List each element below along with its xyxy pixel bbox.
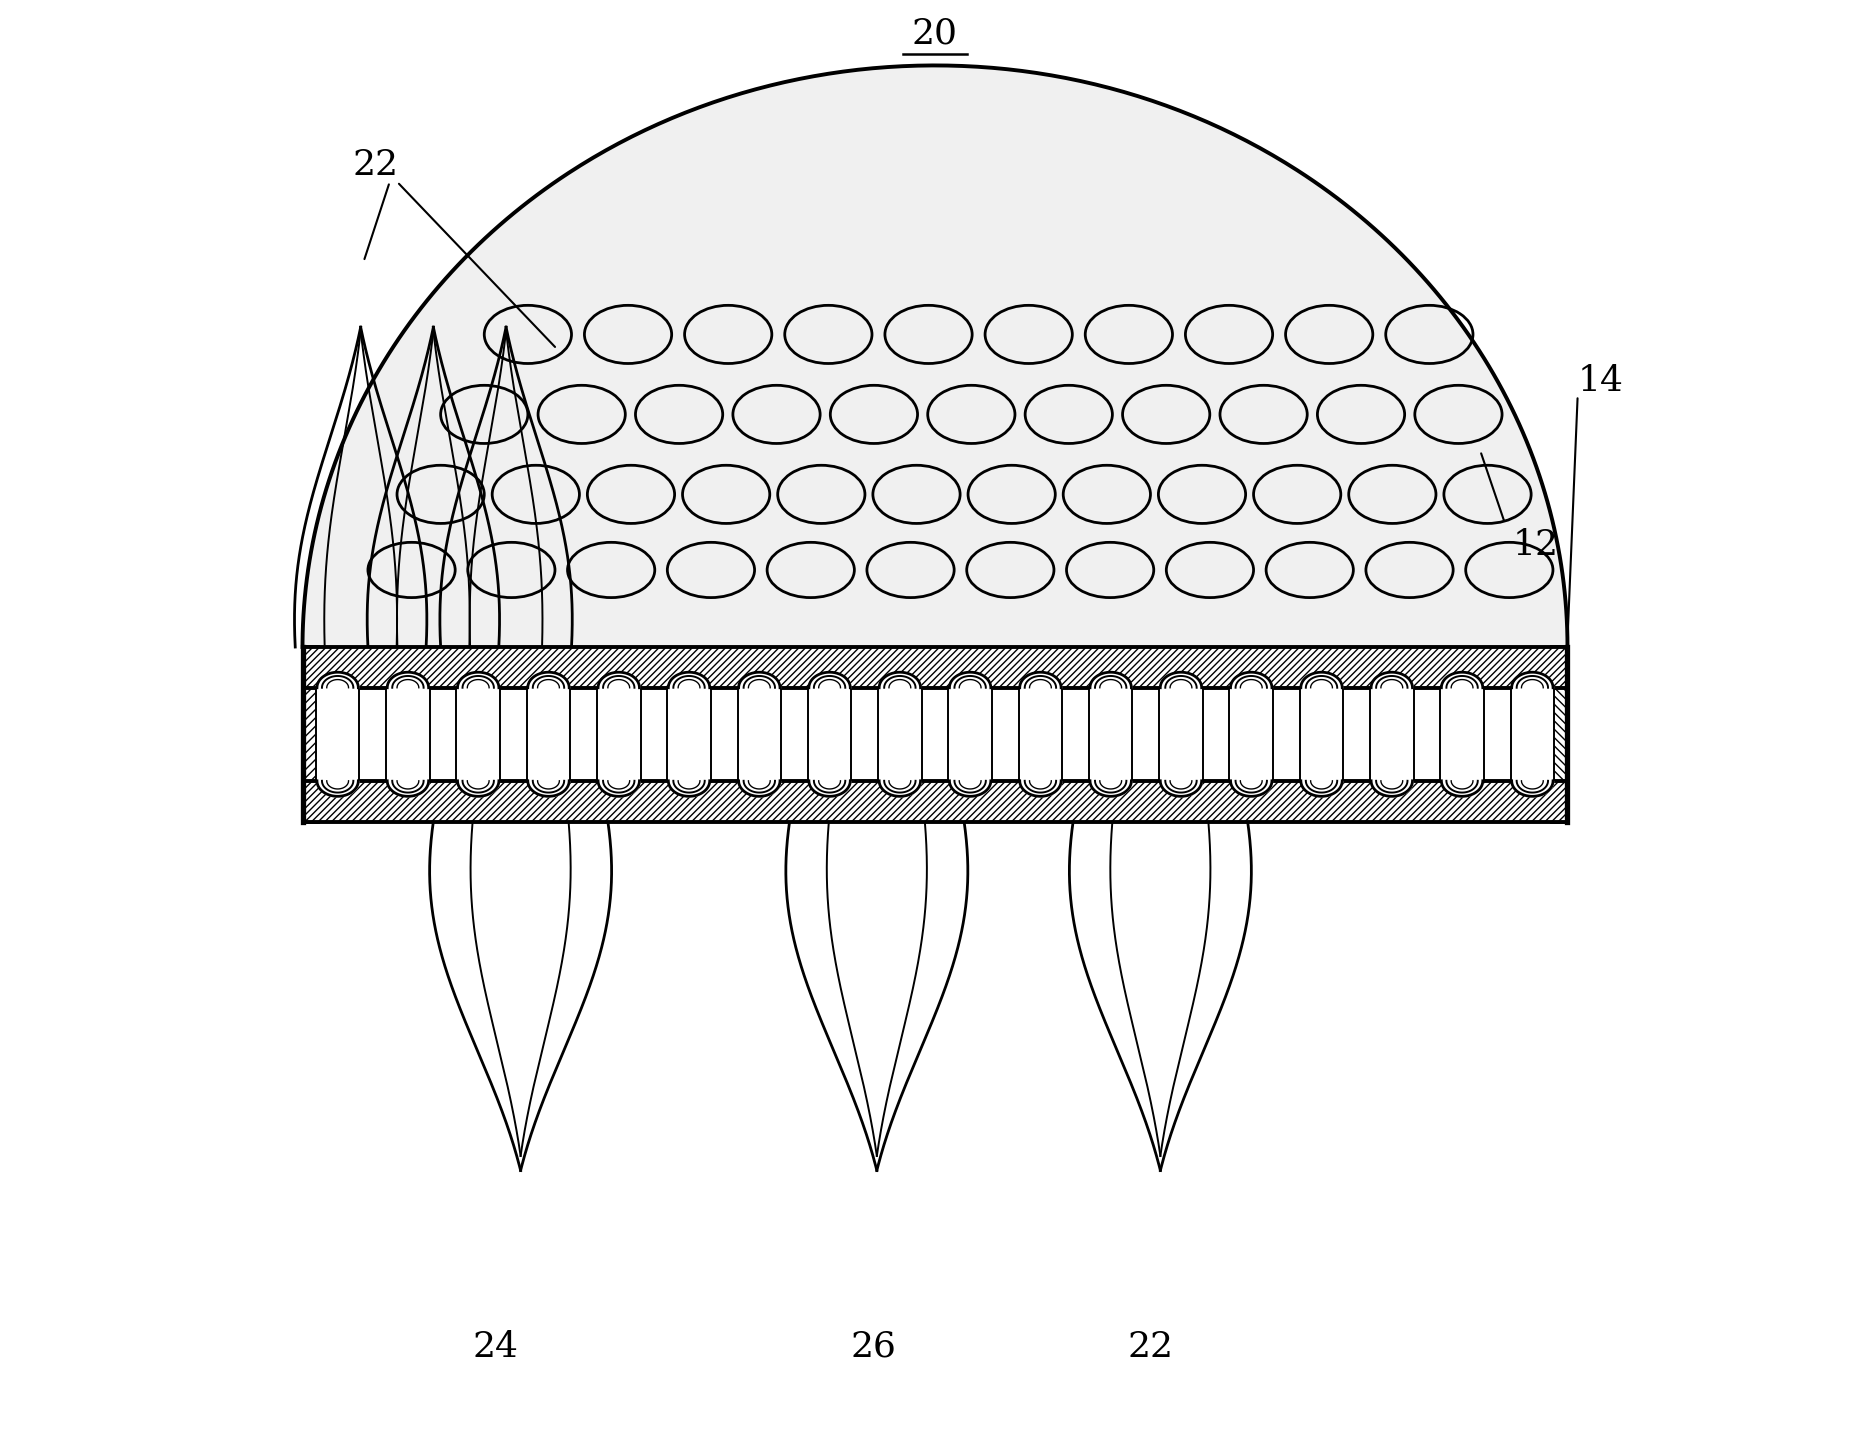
- Bar: [303, 781, 1567, 822]
- Bar: [597, 688, 641, 781]
- Bar: [948, 688, 991, 781]
- Text: 12: 12: [1513, 528, 1558, 563]
- Bar: [316, 688, 359, 781]
- Text: 24: 24: [473, 1330, 518, 1364]
- Bar: [737, 688, 782, 781]
- Bar: [808, 688, 851, 781]
- Bar: [1552, 647, 1567, 822]
- Bar: [456, 688, 499, 781]
- Bar: [527, 688, 570, 781]
- Bar: [385, 688, 430, 781]
- Text: 20: 20: [913, 17, 957, 51]
- Bar: [879, 688, 922, 781]
- Text: 22: 22: [352, 148, 398, 182]
- Bar: [1511, 688, 1554, 781]
- Bar: [303, 647, 318, 822]
- Bar: [303, 647, 1567, 688]
- Text: 14: 14: [1578, 364, 1623, 398]
- Text: 22: 22: [1128, 1330, 1172, 1364]
- Text: 26: 26: [851, 1330, 898, 1364]
- Bar: [1159, 688, 1202, 781]
- Bar: [1088, 688, 1133, 781]
- Bar: [1440, 688, 1485, 781]
- Bar: [1371, 688, 1414, 781]
- Bar: [1229, 688, 1273, 781]
- Bar: [1019, 688, 1062, 781]
- Polygon shape: [303, 65, 1567, 647]
- Bar: [303, 647, 1567, 822]
- Bar: [1300, 688, 1343, 781]
- Bar: [668, 688, 711, 781]
